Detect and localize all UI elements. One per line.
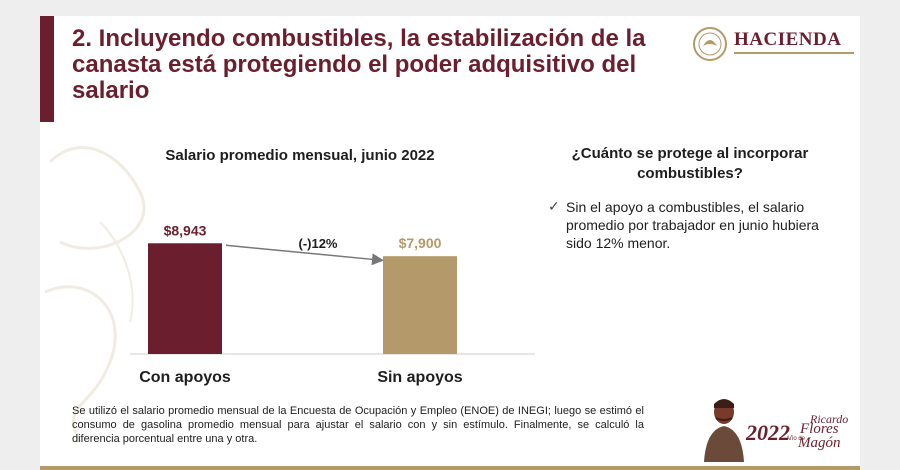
anniversary-small-text: Año de <box>786 436 806 442</box>
category-label-sin-apoyos: Sin apoyos <box>377 369 462 386</box>
methodology-note: Se utilizó el salario promedio mensual d… <box>72 405 644 445</box>
slide: 2. Incluyendo combustibles, la estabiliz… <box>40 16 860 470</box>
portrait-icon <box>704 399 744 462</box>
bottom-strip <box>40 466 860 470</box>
question-heading: ¿Cuánto se protege al incorporar combust… <box>571 145 809 182</box>
value-label-con-apoyos: $8,943 <box>164 222 207 238</box>
checkmark-icon: ✓ <box>548 198 560 214</box>
anniversary-last-name: Magón <box>798 435 841 451</box>
anniversary-middle-name: Flores <box>800 421 839 437</box>
anniversary-first-name: Ricardo <box>810 412 849 426</box>
logo-underline <box>734 52 854 54</box>
category-label-con-apoyos: Con apoyos <box>139 369 231 386</box>
accent-bar <box>40 16 54 122</box>
logo-text: HACIENDA <box>734 29 842 50</box>
slide-title: 2. Incluyendo combustibles, la estabiliz… <box>72 25 646 104</box>
decline-arrow <box>225 244 384 266</box>
bullet-text: Sin el apoyo a combustibles, el salario … <box>566 199 819 251</box>
change-annotation: (-)12% <box>298 236 337 251</box>
bar-con-apoyos <box>148 243 222 354</box>
background-pattern <box>44 146 146 443</box>
anniversary-year: 2022 <box>746 420 790 445</box>
hacienda-logo: HACIENDA <box>692 26 860 66</box>
eagle-seal-icon <box>693 27 727 61</box>
value-label-sin-apoyos: $7,900 <box>399 235 442 251</box>
chart-title: Salario promedio mensual, junio 2022 <box>165 147 435 164</box>
anniversary-logo: 2022 Ricardo Flores Año de Magón <box>702 394 852 464</box>
bar-chart: $8,943 $7,900 Con apoyos Sin apoyos (-)1… <box>130 222 535 386</box>
bar-sin-apoyos <box>383 256 457 354</box>
